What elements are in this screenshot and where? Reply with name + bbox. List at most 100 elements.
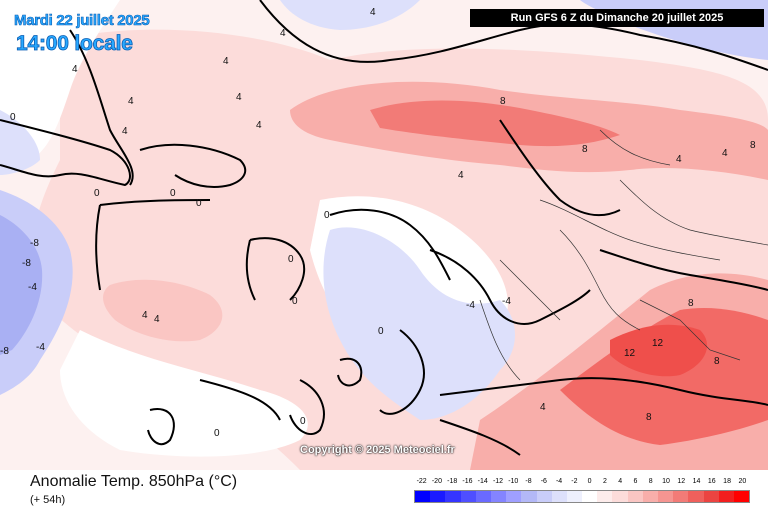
forecast-time: 14:00 locale (16, 32, 134, 56)
color-scale-cell (658, 491, 674, 502)
color-scale-label: -20 (431, 478, 442, 485)
color-scale-label: 12 (677, 478, 686, 485)
contour-label: 0 (170, 188, 176, 199)
color-scale-cell (536, 491, 552, 502)
contour-label: 8 (646, 412, 652, 423)
contour-label: 4 (128, 96, 134, 107)
color-scale-cell (582, 491, 598, 502)
cool-zone-northwest (0, 110, 40, 175)
contour-label: 0 (324, 210, 330, 221)
neutral-zone-south (60, 330, 308, 457)
contour-label: 4 (280, 28, 286, 39)
color-scale-cell (612, 491, 628, 502)
color-scale-cell (718, 491, 734, 502)
contour-label: 0 (378, 326, 384, 337)
contour-label: -8 (30, 238, 39, 249)
warm-core-southeast (560, 308, 768, 445)
contour-label: -8 (22, 258, 31, 269)
color-scale-cell (733, 491, 750, 502)
model-run-banner: Run GFS 6 Z du Dimanche 20 juillet 2025 (470, 9, 764, 27)
contour-label: 12 (652, 338, 664, 349)
color-scale-cell (673, 491, 689, 502)
color-scale-labels: -22 -20 -18 -16 -14 -12 -10 -8 -6 -4 -2 0 2 4 6 8 10 12 14… (414, 478, 750, 489)
anomaly-map: 4 4 4 4 4 4 4 4 4 0 0 0 0 0 0 0 0 0 0 8 … (0, 0, 768, 470)
color-scale-label: -12 (492, 478, 504, 485)
color-scale-label: 6 (633, 478, 638, 485)
color-scale-label: 18 (723, 478, 731, 485)
color-scale-cell (460, 491, 476, 502)
color-scale-cell (506, 491, 522, 502)
contour-label: 4 (72, 64, 78, 75)
cool-zone-central (323, 227, 515, 420)
contour-label: 0 (196, 198, 202, 209)
contour-label: 0 (300, 416, 306, 427)
color-scale: -22 -20 -18 -16 -14 -12 -10 -8 -6 -4 -2 0 2 4 6 8 10 12 14… (414, 478, 750, 508)
color-scale-label: -4 (555, 478, 563, 485)
color-scale-cell (597, 491, 613, 502)
color-scale-label: -22 (416, 478, 427, 485)
contour-label: 0 (214, 428, 220, 439)
contour-label: -8 (0, 346, 9, 357)
warm-patch-atlantic (103, 279, 223, 342)
contour-label: -4 (502, 296, 511, 307)
color-scale-cell (430, 491, 446, 502)
contour-label: 0 (94, 188, 100, 199)
color-scale-cell (551, 491, 567, 502)
warm-peak-southeast (610, 324, 708, 377)
color-scale-label: -16 (462, 478, 473, 485)
color-scale-cell (521, 491, 537, 502)
contour-label: 4 (223, 56, 229, 67)
color-scale-label: -2 (571, 478, 578, 485)
contour-label: 4 (142, 310, 148, 321)
contour-label: 8 (714, 356, 720, 367)
contour-label: -4 (36, 342, 45, 353)
color-scale-cell (490, 491, 507, 502)
contour-label: 8 (750, 140, 756, 151)
forecast-date: Mardi 22 juillet 2025 (14, 12, 150, 30)
color-scale-label: 8 (648, 478, 653, 485)
contour-label: 4 (122, 126, 128, 137)
color-scale-cell (627, 491, 643, 502)
copyright-notice: Copyright © 2025 Meteociel.fr (300, 444, 455, 456)
contour-label: 4 (370, 7, 376, 18)
color-scale-label: 2 (602, 478, 607, 485)
cool-zone-west-core (0, 215, 43, 355)
lead-time: (+ 54h) (30, 494, 66, 506)
contour-label: 4 (154, 314, 160, 325)
chart-title: Anomalie Temp. 850hPa (°C) (30, 473, 238, 490)
color-scale-label: -18 (447, 478, 458, 485)
color-scale-cell (642, 491, 658, 502)
contour-label: 4 (458, 170, 464, 181)
contour-label: 4 (256, 120, 262, 131)
contour-label: 0 (10, 112, 16, 123)
color-scale-cell (566, 491, 583, 502)
color-scale-cell (688, 491, 704, 502)
warm-core-north (370, 100, 620, 147)
color-scale-label: -10 (508, 478, 519, 485)
color-scale-label: -6 (540, 478, 547, 485)
contour-label: 0 (288, 254, 294, 265)
color-scale-cell (475, 491, 491, 502)
color-scale-cell (703, 491, 719, 502)
contour-label: 4 (722, 148, 728, 159)
color-scale-bar (414, 490, 750, 503)
color-scale-label: 16 (707, 478, 716, 485)
color-scale-label: 20 (738, 478, 747, 485)
contour-label: 8 (500, 96, 506, 107)
cool-zone-north (280, 0, 420, 30)
color-scale-cell (445, 491, 461, 502)
borders (479, 129, 768, 381)
color-scale-label: 10 (662, 478, 670, 485)
contour-label: -4 (466, 300, 475, 311)
contour-labels: 4 4 4 4 4 4 4 4 4 0 0 0 0 0 0 0 0 0 0 8 … (0, 7, 756, 439)
color-scale-label: -8 (525, 478, 532, 485)
color-scale-label: 4 (618, 478, 623, 485)
contour-label: 4 (236, 92, 242, 103)
contour-label: 0 (292, 296, 298, 307)
color-scale-label: 14 (692, 478, 701, 485)
color-scale-label: -14 (477, 478, 488, 485)
contour-label: 8 (688, 298, 694, 309)
color-scale-label: 0 (587, 478, 592, 485)
coastlines (0, 0, 768, 456)
